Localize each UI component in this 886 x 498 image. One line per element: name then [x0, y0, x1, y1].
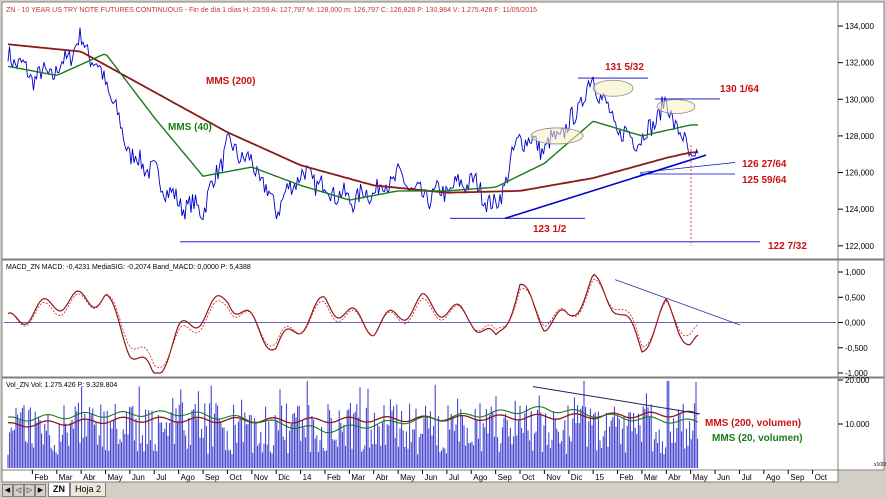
- price-axis: 134,000 132,000 130,000 128,000 126,000 124,0…: [838, 22, 874, 251]
- macd-axis-panel: [837, 259, 885, 378]
- time-axis-panel: [1, 469, 839, 483]
- price-panel[interactable]: [1, 1, 839, 260]
- tab-sheet-zn[interactable]: ZN: [48, 483, 70, 497]
- time-tick-label: Ago: [766, 473, 781, 482]
- vol-mms20-line: [7, 406, 699, 434]
- low1-label: 123 1/2: [533, 224, 567, 235]
- vol-axis-unit: x1000: [874, 462, 886, 468]
- time-tick-label: Feb: [34, 473, 48, 482]
- macd-tick-label: 0,500: [845, 293, 866, 302]
- tab-next-button[interactable]: ▷: [24, 484, 35, 497]
- macd-tick-label: 0,000: [845, 319, 866, 328]
- price-marks: MMS (200) MMS (40) 131 5/32 130 1/64 126 27/…: [7, 27, 807, 252]
- price-series-line: [7, 27, 699, 221]
- macd-marks: [4, 273, 836, 374]
- time-tick-label: Mar: [59, 473, 73, 482]
- low2-label: 122 7/32: [768, 241, 807, 252]
- vol-tick-label: 10.000: [845, 420, 870, 429]
- macd-tick-label: 1,000: [845, 268, 866, 277]
- vol-mms200-line: [7, 410, 699, 428]
- support2-label: 125 59/64: [742, 175, 787, 186]
- time-tick-label: Mar: [351, 473, 365, 482]
- time-tick-label: Oct: [815, 473, 828, 482]
- pattern-ellipse-1: [530, 127, 584, 145]
- volume-header: Vol_ZN Vol: 1.275.426 P: 9.328.804: [6, 382, 117, 389]
- pattern-ellipse-2: [592, 79, 634, 97]
- time-tick-label: Jul: [741, 473, 751, 482]
- time-tick-label: Oct: [522, 473, 535, 482]
- tab-prev-button[interactable]: ◁: [13, 484, 24, 497]
- time-tick-label: Nov: [546, 473, 560, 482]
- high2-label: 130 1/64: [720, 84, 759, 95]
- time-tick-label: May: [108, 473, 123, 482]
- time-tick-label: Dic: [571, 473, 583, 482]
- mms40-label: MMS (40): [168, 122, 212, 133]
- trendline-support: [504, 154, 707, 220]
- time-tick-label: Jul: [449, 473, 459, 482]
- price-tick-label: 132,000: [845, 59, 874, 68]
- time-tick-label: Mar: [644, 473, 658, 482]
- price-tick-label: 124,000: [845, 205, 874, 214]
- time-tick-label: Sep: [790, 473, 805, 482]
- vol-mms20-label: MMS (20, volumen): [712, 433, 803, 444]
- volume-axis-panel: [837, 377, 885, 471]
- macd-axis: 1,000 0,500 0,000 -0,500 -1,000: [838, 268, 868, 378]
- vol-trendline: [532, 386, 701, 415]
- volume-axis: 20.000 10.000 x1000: [838, 376, 886, 468]
- time-tick-label: 15: [595, 473, 604, 482]
- price-tick-label: 134,000: [845, 22, 874, 31]
- time-tick-label: Sep: [205, 473, 220, 482]
- macd-trendline: [614, 279, 741, 326]
- price-tick-label: 130,000: [845, 95, 874, 104]
- macd-line: [7, 273, 699, 374]
- time-tick-label: Feb: [620, 473, 634, 482]
- time-tick-label: Feb: [327, 473, 341, 482]
- vol-mms200-label: MMS (200, volumen): [705, 418, 801, 429]
- time-tick-label: Sep: [498, 473, 513, 482]
- volume-marks: MMS (200, volumen) MMS (20, volumen): [7, 380, 803, 468]
- macd-panel[interactable]: [1, 259, 839, 378]
- vol-tick-label: 20.000: [845, 376, 870, 385]
- mms200-label: MMS (200): [206, 76, 255, 87]
- macd-tick-label: -1,000: [845, 369, 868, 378]
- price-header: ZN - 10 YEAR US TRY NOTE FUTURES CONTINU…: [6, 7, 537, 14]
- time-tick-label: May: [400, 473, 415, 482]
- high1-label: 131 5/32: [605, 62, 644, 73]
- time-tick-label: Jul: [156, 473, 166, 482]
- trendline-support-2: [639, 162, 736, 173]
- time-tick-label: Abr: [668, 473, 681, 482]
- tab-first-button[interactable]: ◀: [2, 484, 13, 497]
- time-axis: Feb Mar Abr May Jun Jul Ago Sep Oct Nov Dic 14 Feb Ma…: [31, 470, 828, 482]
- support1-label: 126 27/64: [742, 159, 787, 170]
- time-tick-label: May: [693, 473, 708, 482]
- pattern-ellipse-3: [656, 99, 696, 115]
- macd-signal-line: [7, 278, 699, 368]
- price-tick-label: 126,000: [845, 169, 874, 178]
- price-tick-label: 128,000: [845, 132, 874, 141]
- time-tick-label: 14: [303, 473, 312, 482]
- tab-sheet-hoja2[interactable]: Hoja 2: [70, 483, 107, 497]
- time-tick-label: Jun: [424, 473, 437, 482]
- time-tick-label: Nov: [254, 473, 268, 482]
- mms40-line: [7, 53, 698, 201]
- time-tick-label: Oct: [229, 473, 242, 482]
- time-tick-label: Abr: [376, 473, 389, 482]
- price-tick-label: 122,000: [845, 242, 874, 251]
- time-tick-label: Jun: [132, 473, 145, 482]
- price-axis-panel: [837, 1, 885, 260]
- time-tick-label: Abr: [83, 473, 96, 482]
- mms200-line: [7, 43, 698, 194]
- macd-header: MACD_ZN MACD: -0,4231 MediaSIG: -0,2074 …: [6, 264, 251, 271]
- macd-tick-label: -0,500: [845, 344, 868, 353]
- time-tick-label: Jun: [717, 473, 730, 482]
- volume-panel[interactable]: [1, 377, 839, 471]
- time-tick-label: Ago: [181, 473, 196, 482]
- tab-last-button[interactable]: ▶: [35, 484, 46, 497]
- time-tick-label: Dic: [278, 473, 290, 482]
- time-tick-label: Ago: [473, 473, 488, 482]
